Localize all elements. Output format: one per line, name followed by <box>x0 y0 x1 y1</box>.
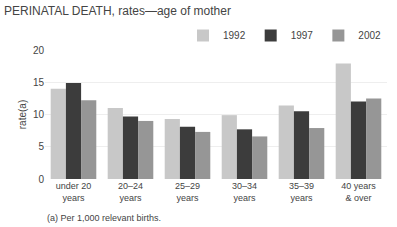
svg-text:1997: 1997 <box>291 30 314 41</box>
svg-text:1992: 1992 <box>223 30 246 41</box>
svg-text:15: 15 <box>33 77 45 88</box>
svg-text:20: 20 <box>33 45 45 56</box>
svg-text:10: 10 <box>33 109 45 120</box>
svg-text:rate(a): rate(a) <box>17 100 28 129</box>
svg-text:under 20years: under 20years <box>56 181 92 203</box>
svg-text:35–39years: 35–39years <box>289 181 314 203</box>
svg-text:30–34years: 30–34years <box>232 181 257 203</box>
svg-text:20–24years: 20–24years <box>118 181 143 203</box>
svg-text:PERINATAL DEATH, rates—age of: PERINATAL DEATH, rates—age of mother <box>4 4 231 18</box>
svg-text:(a) Per 1,000 relevant births.: (a) Per 1,000 relevant births. <box>47 213 161 223</box>
svg-text:5: 5 <box>38 141 44 152</box>
svg-text:25–29years: 25–29years <box>175 181 200 203</box>
svg-text:0: 0 <box>38 174 44 185</box>
svg-text:40 years& over: 40 years& over <box>341 181 376 203</box>
svg-text:2002: 2002 <box>358 30 381 41</box>
